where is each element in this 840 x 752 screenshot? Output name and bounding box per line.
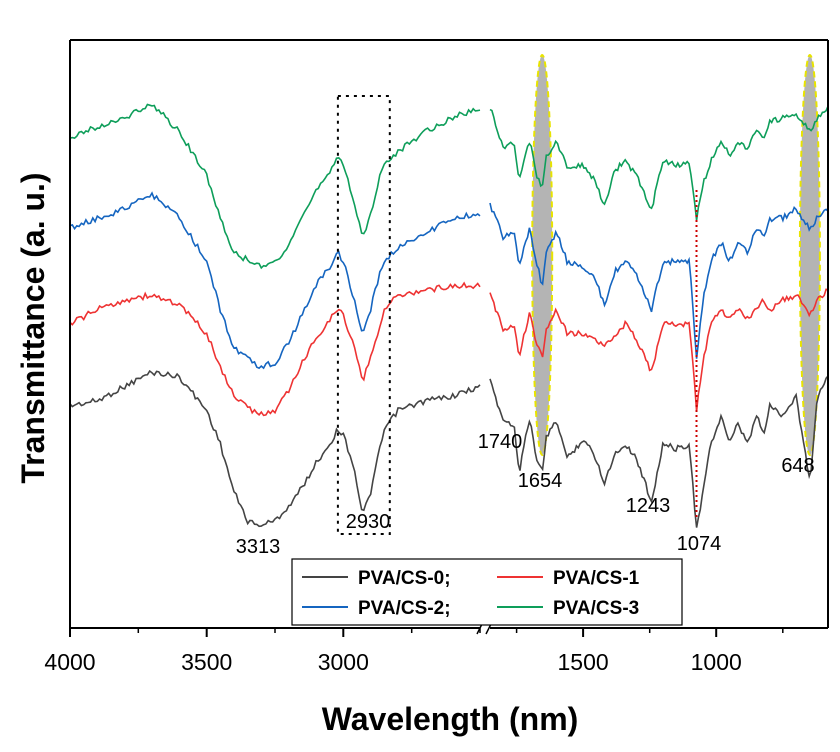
x-tick-label: 3000 bbox=[318, 649, 369, 675]
y-axis-title: Transmittance (a. u.) bbox=[15, 172, 51, 483]
series-line-pva-cs-2-high bbox=[69, 191, 481, 370]
x-tick-label: 4000 bbox=[44, 649, 95, 675]
overlay-layer bbox=[336, 95, 698, 535]
peak-annotations: 3313 2930 1740 1654 1243 1074 648 bbox=[236, 431, 815, 558]
series-line-pva-cs-0-high bbox=[69, 369, 481, 528]
highlight-box bbox=[336, 95, 391, 535]
highlight-layer bbox=[531, 54, 821, 456]
legend-box bbox=[291, 558, 683, 626]
legend-label: PVA/CS-2; bbox=[358, 598, 451, 619]
series-line-pva-cs-1-high bbox=[69, 281, 481, 417]
legend-label: PVA/CS-1 bbox=[553, 568, 640, 589]
legend-label: PVA/CS-3 bbox=[553, 598, 639, 619]
peak-label-1654: 1654 bbox=[518, 470, 563, 492]
peak-label-1243: 1243 bbox=[626, 495, 671, 517]
peak-label-2930: 2930 bbox=[346, 511, 391, 533]
legend-label: PVA/CS-0; bbox=[358, 568, 451, 589]
series-line-pva-cs-3-low bbox=[489, 105, 829, 221]
x-tick-label: 3500 bbox=[181, 649, 232, 675]
series-layer bbox=[69, 103, 829, 528]
peak-label-1074: 1074 bbox=[677, 533, 722, 555]
legend: PVA/CS-0; PVA/CS-1 PVA/CS-2; PVA/CS-3 bbox=[291, 558, 683, 626]
x-tick-label: 1000 bbox=[691, 649, 742, 675]
series-line-pva-cs-3-high bbox=[69, 103, 481, 270]
series-line-pva-cs-1-low bbox=[489, 288, 829, 412]
axes-layer: 4000 3500 3000 1500 1000 bbox=[44, 39, 829, 675]
highlight-ellipse-1 bbox=[798, 54, 821, 456]
peak-label-3313: 3313 bbox=[236, 536, 281, 558]
series-line-pva-cs-2-low bbox=[489, 202, 829, 359]
x-tick-label: 1500 bbox=[558, 649, 609, 675]
series-line-pva-cs-0-low bbox=[489, 375, 829, 528]
peak-label-648: 648 bbox=[781, 455, 814, 477]
peak-label-1740: 1740 bbox=[478, 431, 523, 453]
x-axis-title: Wavelength (nm) bbox=[322, 701, 579, 737]
